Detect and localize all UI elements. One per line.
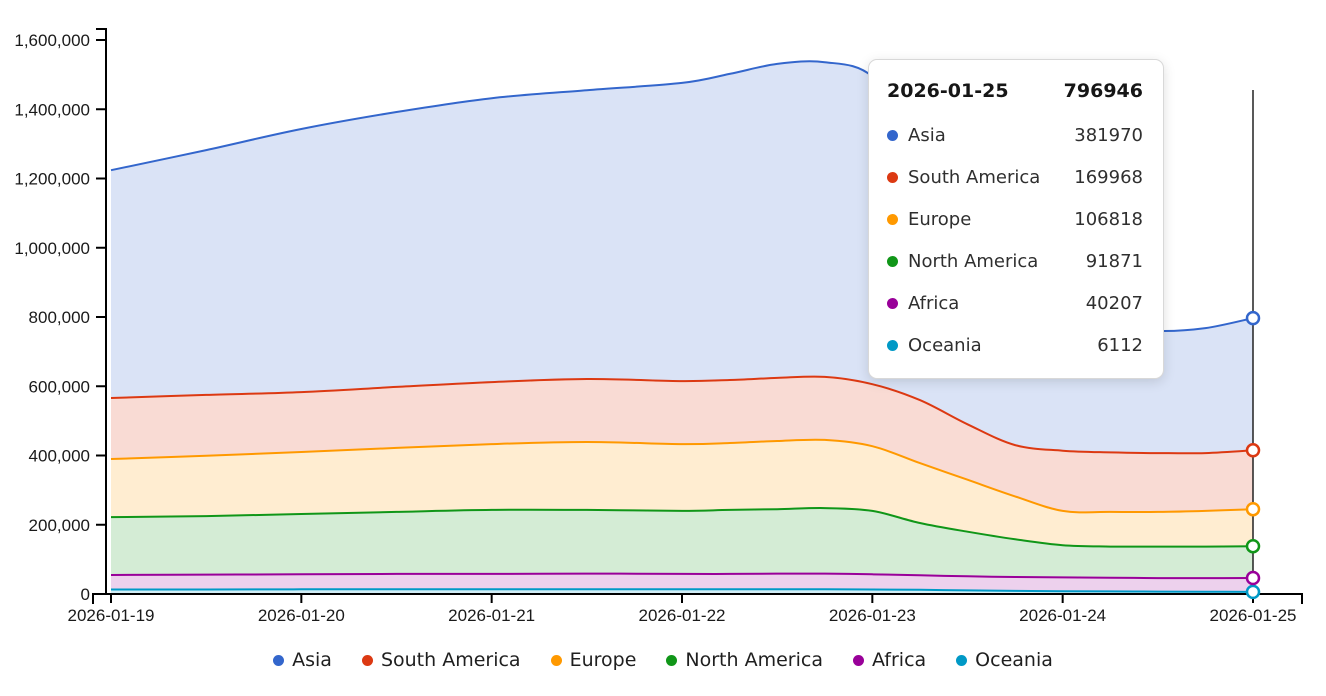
series-dot-icon bbox=[887, 171, 898, 183]
legend-dot-icon bbox=[273, 654, 285, 666]
chart-tooltip: 2026-01-25 796946 Asia 381970 South Americ… bbox=[868, 59, 1164, 379]
series-dot-icon bbox=[887, 129, 898, 141]
line-africa bbox=[110, 572, 1254, 580]
legend-label: North America bbox=[685, 649, 823, 671]
marker-north-america bbox=[1245, 538, 1261, 554]
line-north-america bbox=[110, 507, 1254, 548]
x-tick-label: 2026-01-22 bbox=[639, 606, 726, 625]
tooltip-series-name: Africa bbox=[908, 292, 960, 314]
legend-dot-icon bbox=[852, 654, 864, 666]
legend-item-europe[interactable]: Europe bbox=[550, 649, 637, 671]
legend-label: Europe bbox=[569, 649, 637, 671]
tooltip-row: Asia 381970 bbox=[887, 114, 1143, 156]
legend-item-south-america[interactable]: South America bbox=[361, 649, 521, 671]
legend-item-north-america[interactable]: North America bbox=[666, 649, 823, 671]
marker-oceania bbox=[1245, 584, 1261, 600]
marker-africa bbox=[1245, 570, 1261, 586]
series-dot-icon bbox=[887, 213, 898, 225]
x-tick-label: 2026-01-19 bbox=[68, 606, 155, 625]
line-south-america bbox=[110, 375, 1254, 455]
y-tick-label: 800,000 bbox=[29, 308, 90, 327]
legend-item-asia[interactable]: Asia bbox=[273, 649, 332, 671]
y-tick-label: 600,000 bbox=[29, 377, 90, 396]
tooltip-series-name: North America bbox=[908, 250, 1039, 272]
tooltip-date: 2026-01-25 bbox=[887, 80, 1009, 102]
area-north-america bbox=[111, 508, 1253, 579]
marker-europe bbox=[1245, 501, 1261, 517]
tooltip-series-value: 40207 bbox=[1085, 292, 1143, 314]
legend-label: Oceania bbox=[975, 649, 1053, 671]
tooltip-series-value: 106818 bbox=[1074, 208, 1143, 230]
tooltip-series-name: Europe bbox=[908, 208, 972, 230]
tooltip-total: 796946 bbox=[1063, 80, 1143, 102]
tooltip-series-value: 6112 bbox=[1097, 334, 1143, 356]
y-tick-label: 1,000,000 bbox=[14, 239, 90, 258]
tooltip-row: Europe 106818 bbox=[887, 198, 1143, 240]
y-tick-label: 400,000 bbox=[29, 447, 90, 466]
legend-dot-icon bbox=[550, 654, 562, 666]
y-tick-label: 1,200,000 bbox=[14, 170, 90, 189]
y-tick-label: 0 bbox=[81, 585, 90, 604]
legend-dot-icon bbox=[361, 654, 373, 666]
tooltip-row: Africa 40207 bbox=[887, 282, 1143, 324]
x-tick-label: 2026-01-23 bbox=[829, 606, 916, 625]
chart-legend: Asia South America Europe North America Afri… bbox=[0, 649, 1326, 671]
tooltip-rows: Asia 381970 South America 169968 Europe 10681… bbox=[887, 114, 1143, 366]
series-dot-icon bbox=[887, 255, 898, 267]
marker-south-america bbox=[1245, 443, 1261, 458]
series-dot-icon bbox=[887, 339, 898, 351]
tooltip-row: Oceania 6112 bbox=[887, 324, 1143, 366]
marker-asia bbox=[1245, 310, 1261, 326]
legend-label: South America bbox=[380, 649, 521, 671]
y-tick-label: 200,000 bbox=[29, 516, 90, 535]
x-tick-label: 2026-01-21 bbox=[448, 606, 535, 625]
legend-item-oceania[interactable]: Oceania bbox=[956, 649, 1053, 671]
area-europe bbox=[111, 439, 1253, 547]
legend-dot-icon bbox=[956, 654, 968, 666]
x-tick-label: 2026-01-25 bbox=[1210, 606, 1297, 625]
series-dot-icon bbox=[887, 297, 898, 309]
tooltip-series-value: 381970 bbox=[1074, 124, 1143, 146]
tooltip-series-value: 169968 bbox=[1074, 166, 1143, 188]
line-europe bbox=[110, 438, 1254, 514]
tooltip-series-value: 91871 bbox=[1085, 250, 1143, 272]
area-africa bbox=[111, 573, 1253, 592]
x-tick-label: 2026-01-20 bbox=[258, 606, 345, 625]
legend-label: Asia bbox=[292, 649, 332, 671]
line-oceania bbox=[111, 588, 1254, 593]
tooltip-row: North America 91871 bbox=[887, 240, 1143, 282]
tooltip-series-name: South America bbox=[908, 166, 1041, 188]
legend-label: Africa bbox=[871, 649, 927, 671]
y-tick-label: 1,600,000 bbox=[14, 31, 90, 50]
legend-item-africa[interactable]: Africa bbox=[852, 649, 927, 671]
tooltip-header: 2026-01-25 796946 bbox=[887, 74, 1143, 108]
area-south-america bbox=[111, 376, 1253, 513]
legend-dot-icon bbox=[666, 654, 678, 666]
tooltip-series-name: Asia bbox=[908, 124, 946, 146]
y-tick-label: 1,400,000 bbox=[14, 100, 90, 119]
area-oceania bbox=[111, 589, 1253, 594]
x-tick-label: 2026-01-24 bbox=[1019, 606, 1106, 625]
tooltip-series-name: Oceania bbox=[908, 334, 982, 356]
tooltip-row: South America 169968 bbox=[887, 156, 1143, 198]
